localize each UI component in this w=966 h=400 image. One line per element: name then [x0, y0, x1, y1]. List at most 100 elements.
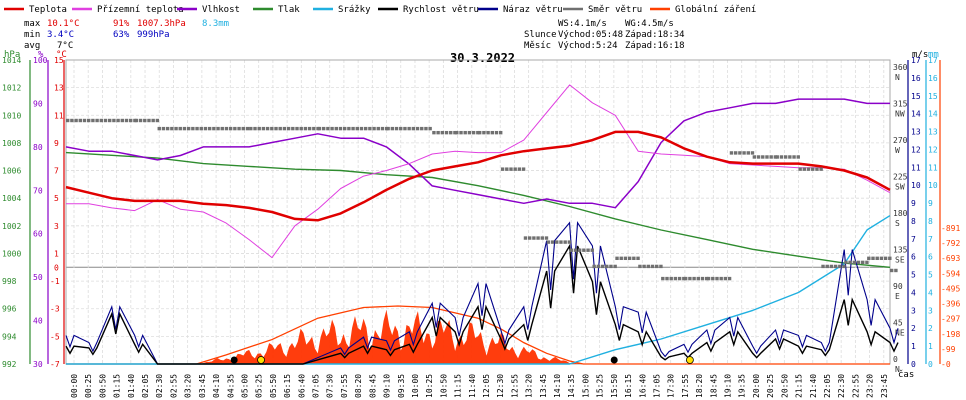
- legend-label: Rychlost větru: [403, 5, 479, 15]
- legend-item: Srážky: [313, 5, 371, 15]
- wind-dir-point: [307, 126, 312, 131]
- tick-label-dir: 360: [893, 63, 908, 72]
- tick-label-ms: 7: [911, 235, 916, 244]
- tick-label-hpa: 994: [2, 332, 17, 341]
- legend-item: Vlhkost: [177, 5, 240, 15]
- tick-label-time: 15:50: [610, 374, 619, 398]
- wind-dir-point: [342, 126, 347, 131]
- tick-label-ms: 15: [911, 92, 921, 101]
- wind-dir-point: [440, 130, 445, 135]
- wind-dir-point: [623, 256, 628, 261]
- tick-label-dir-name: SW: [895, 183, 905, 192]
- stat-label: max: [24, 19, 41, 29]
- sun-label: Slunce: [524, 30, 557, 40]
- tick-label-time: 14:10: [553, 374, 562, 398]
- stat-label: avg: [24, 41, 40, 51]
- wind-dir-point: [274, 126, 278, 131]
- tick-label-c: 13: [54, 84, 64, 93]
- tick-label-ms: 2: [911, 324, 916, 333]
- tick-label-mm: 5: [928, 271, 933, 280]
- tick-label-ms: 16: [911, 74, 921, 83]
- wind-dir-point: [134, 118, 139, 123]
- wind-dir-point: [490, 130, 494, 135]
- tick-label-rad: -396: [941, 300, 960, 309]
- wind-dir-point: [559, 240, 563, 244]
- tick-label-hpa: 1014: [2, 56, 21, 65]
- tick-label-rad: -198: [941, 330, 960, 339]
- wind-dir-point: [706, 276, 711, 281]
- wind-dir-point: [796, 155, 800, 159]
- tick-label-time: 07:55: [340, 374, 349, 398]
- legend-item: Náraz větru: [478, 5, 563, 15]
- wind-dir-point: [833, 264, 838, 269]
- tick-label-hpa: 1000: [2, 249, 21, 258]
- wind-dir-point: [798, 167, 802, 171]
- tick-label-time: 10:50: [439, 374, 448, 398]
- wind-dir-point: [567, 240, 572, 244]
- tick-label-c: 3: [54, 222, 59, 231]
- tick-label-time: 02:55: [169, 374, 178, 398]
- tick-label-c: -1: [50, 277, 60, 286]
- tick-label-time: 20:25: [766, 374, 775, 398]
- wind-dir-point: [665, 276, 669, 281]
- wind-dir-point: [282, 126, 287, 131]
- tick-label-c: 15: [54, 56, 64, 65]
- tick-label-time: 09:35: [397, 374, 406, 398]
- wind-dir-point: [825, 264, 829, 269]
- tick-label-time: 22:05: [823, 374, 832, 398]
- sun-rise-marker: [257, 356, 265, 364]
- legend-label: Přízemní teplota: [97, 5, 184, 15]
- tick-label-mm: 17: [928, 56, 938, 65]
- wind-dir-point: [723, 276, 728, 281]
- wind-dir-point: [326, 126, 330, 131]
- wind-dir-point: [224, 126, 229, 131]
- tick-label-mm: 9: [928, 199, 933, 208]
- legend-item: Globální záření: [650, 5, 756, 15]
- wind-dir-point: [207, 126, 212, 131]
- tick-label-time: 22:30: [837, 374, 846, 398]
- wind-dir-point: [120, 118, 124, 123]
- wind-dir-point: [615, 256, 619, 261]
- wind-dir-point: [170, 126, 174, 131]
- stat-max-hum: 91%: [113, 19, 130, 29]
- wind-dir-point: [684, 276, 688, 281]
- tick-label-ms: 13: [911, 128, 921, 137]
- wind-dir-point: [677, 276, 682, 281]
- wind-dir-point: [112, 118, 116, 123]
- legend-item: Teplota: [4, 5, 67, 15]
- wind-dir-point: [394, 126, 399, 131]
- legend-item: Tlak: [253, 5, 300, 15]
- legend-label: Srážky: [338, 5, 371, 15]
- wind-dir-point: [459, 130, 463, 135]
- wind-dir-point: [237, 126, 241, 131]
- axis-unit-c: °C: [56, 50, 67, 60]
- wind-dir-point: [783, 155, 788, 159]
- wind-dir-point: [659, 264, 663, 269]
- tick-label-ms: 1: [911, 342, 916, 351]
- wind-dir-point: [138, 118, 143, 123]
- wind-dir-point: [715, 276, 719, 281]
- sun-set-marker: [685, 356, 694, 364]
- wind-dir-point: [888, 256, 892, 261]
- wind-dir-point: [505, 167, 509, 171]
- tick-label-time: 00:00: [70, 374, 79, 398]
- wind-dir-point: [303, 126, 308, 131]
- wind-dir-point: [700, 276, 705, 281]
- tick-label-mm: 8: [928, 217, 933, 226]
- wind-dir-point: [478, 130, 482, 135]
- wind-dir-point: [390, 126, 395, 131]
- tick-label-pct: 100: [33, 56, 48, 65]
- tick-label-c: 11: [54, 111, 64, 120]
- wind-dir-point: [600, 264, 605, 269]
- legend-item: Rychlost větru: [378, 5, 479, 15]
- wind-dir-point: [661, 276, 665, 281]
- stats-block: max 10.1°C 91% 1007.3hPa 8.3mm min 3.4°C 63% 999…: [24, 19, 229, 51]
- wind-dir-point: [399, 126, 403, 131]
- wind-dir-point: [129, 118, 133, 123]
- wind-dir-point: [765, 155, 769, 159]
- wind-dir-point: [471, 130, 476, 135]
- wind-dir-point: [550, 240, 555, 244]
- tick-label-pct: 40: [33, 317, 43, 326]
